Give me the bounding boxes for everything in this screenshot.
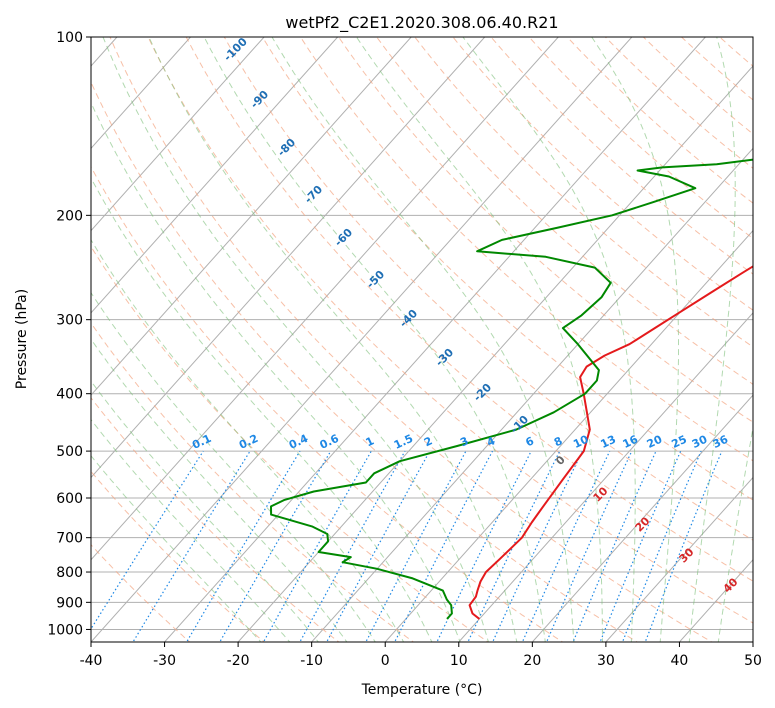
mixing-ratio-line [621, 450, 702, 642]
x-tick-label: 50 [744, 653, 762, 669]
profile-lines [270, 158, 753, 620]
moist-adiabat-line [91, 238, 405, 642]
dry-adiabat-line [376, 37, 753, 385]
dry-adiabat-line [91, 245, 489, 642]
dry-adiabat-line [223, 37, 753, 541]
y-tick-label: 900 [56, 595, 83, 611]
moist-adiabat-line [591, 37, 679, 642]
y-tick-label: 600 [56, 491, 83, 507]
moist-adiabat-line [203, 37, 546, 642]
isotherm-line [458, 312, 753, 642]
mixing-ratio-line [132, 450, 251, 642]
isotherm-line [164, 37, 706, 642]
moist-adiabat-line [91, 455, 262, 642]
moist-adiabat-line [717, 425, 753, 642]
dry-adiabat-line [91, 165, 564, 642]
mixing-ratio-line [467, 450, 561, 642]
isotherm-line [531, 394, 753, 642]
mixing-ratio-label: 25 [670, 433, 689, 451]
dry-adiabat-line [91, 544, 191, 642]
mixing-ratio-line [326, 450, 431, 642]
moist-adiabat-line [91, 418, 291, 642]
moist-adiabat-line [102, 37, 489, 642]
isotherm-line [91, 37, 339, 314]
y-axis-label: Pressure (hPa) [14, 289, 30, 389]
moist-adiabat-line [91, 380, 320, 642]
y-tick-label: 400 [56, 387, 83, 403]
moist-adiabat-line [356, 37, 604, 642]
mixing-ratio-line [394, 450, 494, 642]
x-tick-label: 30 [597, 653, 615, 669]
dry-adiabat-line [91, 81, 639, 642]
moist-adiabat-line [91, 101, 461, 642]
mixing-ratio-line [91, 450, 204, 630]
isotherm-line [91, 37, 191, 150]
dry-adiabat-line [185, 37, 753, 582]
mixing-ratio-line [365, 450, 467, 642]
x-tick-label: 20 [523, 653, 541, 669]
mixing-ratio-label: 10 [571, 433, 591, 451]
mixing-ratio-label: 16 [621, 433, 641, 451]
x-tick-label: 10 [450, 653, 468, 669]
mixing-ratio-line [492, 450, 583, 642]
y-tick-label: 1000 [47, 622, 83, 638]
dry-adiabat-line [261, 37, 753, 501]
dry-adiabat-line [91, 396, 340, 642]
mixing-ratio-line [185, 450, 301, 642]
isotherm-line [91, 37, 265, 232]
dry-adiabat-line [452, 37, 753, 311]
mixing-ratio-label: 13 [599, 433, 618, 451]
plot-frame [90, 36, 754, 643]
dewpoint-line [270, 158, 753, 620]
x-axis-label: Temperature (°C) [361, 682, 483, 698]
moist-adiabat-line [148, 37, 518, 642]
temperature-line [468, 265, 753, 620]
dry-adiabat-line [109, 37, 713, 642]
isotherm-line [605, 476, 753, 642]
x-tick-label: 40 [671, 653, 689, 669]
y-tick-label: 200 [56, 208, 83, 224]
y-tick-label: 100 [56, 30, 83, 46]
x-tick-label: -10 [300, 653, 323, 669]
moist-adiabat-line [91, 291, 376, 642]
moist-adiabat-line [91, 338, 348, 642]
moist-adiabat-line [271, 37, 575, 642]
dry-adiabat-line [91, 470, 266, 642]
isotherm-line [91, 37, 412, 396]
isotherm-line [91, 37, 633, 642]
mixing-ratio-label: 30 [690, 433, 710, 451]
mixing-ratio-label: 36 [711, 433, 731, 451]
x-tick-label: -40 [80, 653, 103, 669]
dry-adiabat-line [147, 37, 753, 624]
y-tick-label: 800 [56, 565, 83, 581]
dry-adiabat-line [91, 322, 415, 642]
mixing-ratio-line [599, 450, 682, 642]
moist-adiabat-line [462, 37, 636, 642]
dry-adiabat-line [414, 37, 753, 348]
y-tick-label: 300 [56, 313, 83, 329]
x-tick-label: -20 [227, 653, 250, 669]
x-tick-label: 0 [381, 653, 390, 669]
mixing-ratio-line [644, 450, 723, 642]
x-tick-label: -30 [153, 653, 176, 669]
isotherm-line [91, 37, 486, 479]
chart-title: wetPf2_C2E1.2020.308.06.40.R21 [285, 13, 558, 33]
isotherm-line [384, 229, 753, 642]
reference-lines [91, 37, 753, 642]
mixing-ratio-label: 20 [645, 433, 665, 451]
moist-adiabat-line [688, 37, 736, 642]
isotherm-line [91, 37, 559, 561]
axis-ticks: -40 -30 -20 -10 0 10 20 30 40 50 100 200 300 400 500 60… [47, 30, 762, 669]
y-tick-label: 500 [56, 444, 83, 460]
y-tick-label: 700 [56, 531, 83, 547]
